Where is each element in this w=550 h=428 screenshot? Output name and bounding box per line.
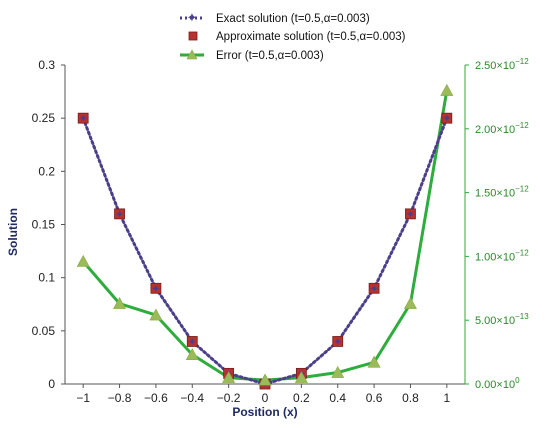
x-tick-label: 0 <box>262 391 269 405</box>
y2-tick-label: 1.00×10−12 <box>475 248 529 263</box>
exact-point: ✦ <box>151 283 160 295</box>
legend-label-approx: Approximate solution (t=0.5,α=0.003) <box>216 31 406 43</box>
legend-swatch-approx <box>188 31 198 41</box>
error-point <box>113 296 127 309</box>
y-tick-label: 0.25 <box>32 111 56 125</box>
y-tick-label: 0.2 <box>38 164 55 178</box>
error-point <box>222 370 236 383</box>
error-point <box>331 365 345 378</box>
approx-point <box>77 112 89 124</box>
legend-item-approx: Approximate solution (t=0.5,α=0.003) <box>188 31 406 43</box>
y-tick-label: 0 <box>48 377 55 391</box>
legend-swatch-exact-marker: ✦ <box>187 10 198 25</box>
exact-point: ✦ <box>188 336 197 348</box>
error-point <box>440 83 454 96</box>
x-tick-label: 0.8 <box>402 391 419 405</box>
legend-item-exact: ✦ Exact solution (t=0.5,α=0.003) <box>180 10 370 25</box>
exact-point: ✦ <box>115 209 124 221</box>
approx-point <box>186 336 198 347</box>
legend-swatch-error-marker <box>186 49 198 60</box>
exact-point: ✦ <box>79 113 88 125</box>
approx-point <box>114 208 125 220</box>
y2-tick-label: 2.50×10−12 <box>475 57 529 72</box>
error-point <box>258 373 272 386</box>
exact-series-line <box>81 116 449 386</box>
x-tick-label: −0.8 <box>108 391 132 405</box>
y2-tick-label: 1.50×10−12 <box>475 185 529 200</box>
approx-point <box>368 282 380 294</box>
error-point <box>149 308 163 321</box>
exact-point: ✦ <box>406 209 415 221</box>
y-tick-label: 0.3 <box>38 58 55 72</box>
error-point <box>367 355 381 368</box>
x-axis-title: Position (x) <box>232 405 297 419</box>
error-point <box>185 348 199 360</box>
x-tick-label: −0.2 <box>217 391 241 405</box>
axes: 0 0.05 0.1 0.15 0.2 0.25 0.3 0.00×100 5.00×10−13… <box>32 57 530 405</box>
legend-item-error: Error (t=0.5,α=0.003) <box>180 49 324 62</box>
y2-tick-label: 0.00×100 <box>475 376 520 391</box>
series-group: ✦✦✦✦✦✦✦✦✦✦✦ <box>76 83 454 391</box>
x-tick-label: 1 <box>443 391 450 405</box>
x-tick-label: 0.2 <box>293 391 310 405</box>
x-tick-label: −1 <box>76 391 90 405</box>
error-point <box>76 254 90 267</box>
approx-point <box>405 208 416 220</box>
approx-point <box>441 112 453 124</box>
x-tick-label: 0.4 <box>329 391 346 405</box>
error-point <box>403 296 417 309</box>
exact-point: ✦ <box>333 336 342 348</box>
y-tick-label: 0.15 <box>32 218 56 232</box>
error-series-line <box>82 90 449 382</box>
y-tick-label: 0.05 <box>32 324 56 338</box>
legend-label-error: Error (t=0.5,α=0.003) <box>216 50 324 62</box>
approx-point <box>150 282 162 294</box>
y2-tick-label: 5.00×10−13 <box>475 312 529 327</box>
y-axis-title: Solution <box>6 208 20 256</box>
approx-point <box>332 336 344 347</box>
exact-point: ✦ <box>369 283 378 295</box>
x-tick-label: −0.6 <box>144 391 168 405</box>
exact-point: ✦ <box>442 113 451 125</box>
error-point <box>294 370 308 383</box>
legend-label-exact: Exact solution (t=0.5,α=0.003) <box>216 13 370 25</box>
y-tick-label: 0.1 <box>38 271 55 285</box>
x-tick-label: −0.4 <box>180 391 204 405</box>
legend: ✦ Exact solution (t=0.5,α=0.003) Approxi… <box>180 10 406 62</box>
y2-tick-label: 2.00×10−12 <box>475 121 529 136</box>
x-tick-label: 0.6 <box>366 391 383 405</box>
